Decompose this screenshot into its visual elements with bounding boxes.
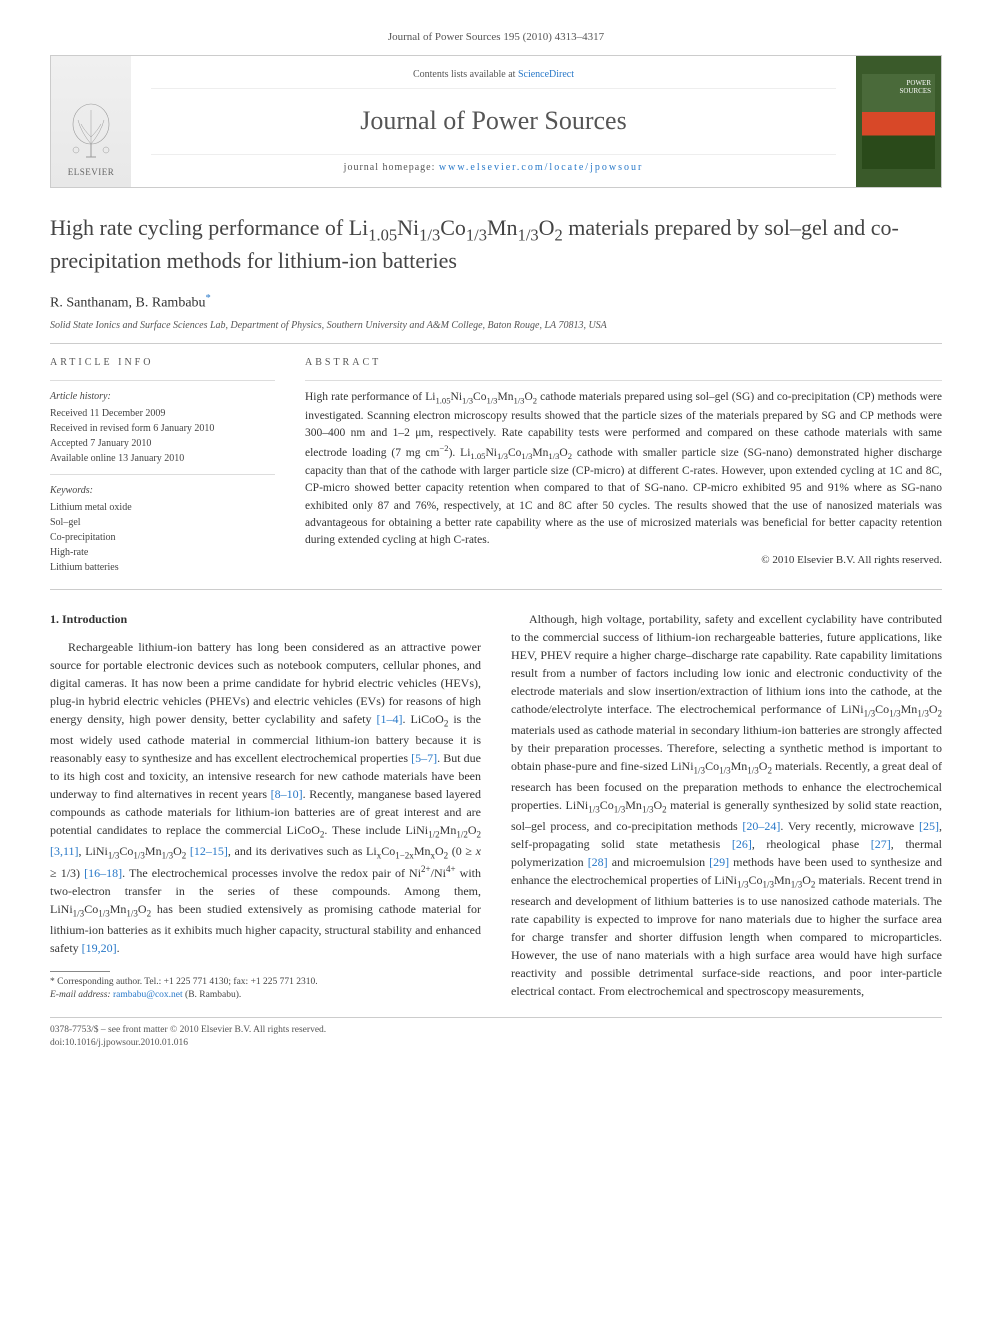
homepage-link[interactable]: www.elsevier.com/locate/jpowsour — [439, 162, 643, 173]
citation-link[interactable]: [28] — [588, 855, 608, 869]
footnote-separator — [50, 971, 110, 972]
homepage-prefix: journal homepage: — [344, 162, 439, 173]
keyword: High-rate — [50, 545, 275, 560]
sciencedirect-link[interactable]: ScienceDirect — [518, 69, 574, 80]
email-person: (B. Rambabu). — [183, 990, 242, 1000]
article-info-heading: ARTICLE INFO — [50, 356, 275, 370]
citation-link[interactable]: [25] — [919, 819, 939, 833]
info-abstract-row: ARTICLE INFO Article history: Received 1… — [50, 356, 942, 590]
citation-link[interactable]: [19,20] — [82, 941, 117, 955]
citation-link[interactable]: [3,11] — [50, 844, 79, 858]
journal-banner: ELSEVIER Contents lists available at Sci… — [50, 55, 942, 187]
body-text: 1. Introduction Rechargeable lithium-ion… — [50, 610, 942, 1002]
article-title: High rate cycling performance of Li1.05N… — [50, 213, 942, 276]
author-list: R. Santhanam, B. Rambabu* — [50, 292, 942, 313]
keyword: Co-precipitation — [50, 530, 275, 545]
keyword: Sol–gel — [50, 515, 275, 530]
journal-name: Journal of Power Sources — [151, 89, 836, 153]
contents-available-line: Contents lists available at ScienceDirec… — [151, 68, 836, 89]
citation-link[interactable]: [20–24] — [742, 819, 780, 833]
cover-thumbnail-frame — [856, 56, 941, 186]
abstract-copyright: © 2010 Elsevier B.V. All rights reserved… — [305, 553, 942, 568]
page-footer: 0378-7753/$ – see front matter © 2010 El… — [50, 1017, 942, 1051]
abstract-text: High rate performance of Li1.05Ni1/3Co1/… — [305, 389, 942, 549]
corresponding-footnote: * Corresponding author. Tel.: +1 225 771… — [50, 976, 481, 1003]
journal-cover-thumbnail — [862, 74, 935, 169]
citation-link[interactable]: [16–18] — [84, 866, 122, 880]
citation-link[interactable]: [29] — [709, 855, 729, 869]
publisher-name: ELSEVIER — [68, 166, 115, 179]
doi-line: doi:10.1016/j.jpowsour.2010.01.016 — [50, 1037, 942, 1050]
running-header: Journal of Power Sources 195 (2010) 4313… — [50, 30, 942, 55]
history-line: Accepted 7 January 2010 — [50, 436, 275, 451]
body-paragraph: Although, high voltage, portability, saf… — [511, 610, 942, 1000]
corresponding-mark: * — [206, 293, 211, 304]
issn-line: 0378-7753/$ – see front matter © 2010 El… — [50, 1024, 942, 1037]
citation-link[interactable]: [1–4] — [376, 712, 402, 726]
corr-author-line: * Corresponding author. Tel.: +1 225 771… — [50, 977, 318, 987]
keywords-label: Keywords: — [50, 483, 275, 498]
homepage-line: journal homepage: www.elsevier.com/locat… — [151, 154, 836, 175]
history-line: Received 11 December 2009 — [50, 406, 275, 421]
citation-link[interactable]: [27] — [871, 837, 891, 851]
citation-link[interactable]: [5–7] — [411, 751, 437, 765]
article-info-column: ARTICLE INFO Article history: Received 1… — [50, 356, 275, 575]
history-line: Available online 13 January 2010 — [50, 451, 275, 466]
citation-link[interactable]: [26] — [732, 837, 752, 851]
email-label: E-mail address: — [50, 990, 113, 1000]
section-heading-introduction: 1. Introduction — [50, 610, 481, 628]
banner-center: Contents lists available at ScienceDirec… — [131, 56, 856, 186]
email-link[interactable]: rambabu@cox.net — [113, 990, 183, 1000]
abstract-column: ABSTRACT High rate performance of Li1.05… — [305, 356, 942, 575]
body-paragraph: Rechargeable lithium-ion battery has lon… — [50, 638, 481, 957]
keyword: Lithium metal oxide — [50, 500, 275, 515]
affiliation: Solid State Ionics and Surface Sciences … — [50, 319, 942, 344]
history-line: Received in revised form 6 January 2010 — [50, 421, 275, 436]
elsevier-tree-icon — [66, 102, 116, 162]
history-label: Article history: — [50, 389, 275, 404]
publisher-logo-block: ELSEVIER — [51, 56, 131, 186]
citation-link[interactable]: [8–10] — [271, 787, 303, 801]
article-info-block: Article history: Received 11 December 20… — [50, 389, 275, 575]
citation-link[interactable]: [12–15] — [190, 844, 228, 858]
abstract-heading: ABSTRACT — [305, 356, 942, 370]
author-names: R. Santhanam, B. Rambabu — [50, 296, 206, 311]
keyword: Lithium batteries — [50, 560, 275, 575]
contents-prefix: Contents lists available at — [413, 69, 518, 80]
